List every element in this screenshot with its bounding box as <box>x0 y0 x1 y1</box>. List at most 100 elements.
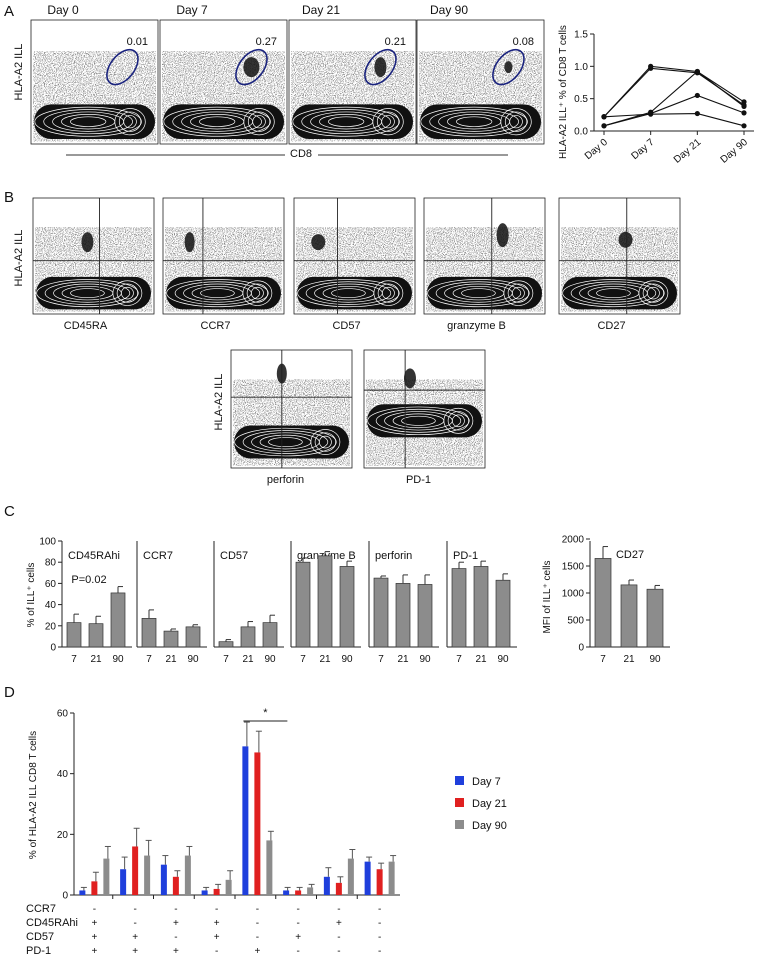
d-bar-day-7 <box>120 869 127 895</box>
c-bar <box>141 618 157 648</box>
line-point <box>648 65 654 71</box>
d-bar-day-90 <box>225 879 232 895</box>
d-bar-day-7 <box>201 890 208 895</box>
contour-line <box>642 283 665 303</box>
gate-ellipse <box>492 48 525 86</box>
specific-cluster <box>496 223 509 248</box>
specific-cluster <box>403 368 416 389</box>
contour-line <box>292 106 400 137</box>
contour-line <box>461 288 496 299</box>
d-marker-sign: - <box>337 932 340 943</box>
contour-line <box>331 288 366 299</box>
contour-line <box>500 108 532 136</box>
contour-line <box>166 279 269 308</box>
contour-line <box>44 281 131 305</box>
panel-d-bar-chart: % of HLA-A2 ILL CD8 T cells * 0 20 40 60 - + +… <box>26 707 507 957</box>
contour-line <box>163 106 271 137</box>
c-bar <box>295 561 311 648</box>
panel-a-y-label: HLA-A2 ILL <box>13 44 25 101</box>
panel-c-bar-charts: % of ILL⁺ cells MFI of ILL⁺ cells CD27 0… <box>26 535 670 665</box>
line-series-4 <box>603 94 745 127</box>
c-x-tick-label: 7 <box>71 654 77 665</box>
contour-line <box>427 279 530 308</box>
d-row-label: CD45RAhi <box>26 917 78 929</box>
cd27-x-tick-label: 90 <box>649 654 661 665</box>
panel-c-cd27-y-label: MFI of ILL⁺ cells <box>542 560 553 633</box>
d-marker-sign: + <box>295 932 301 943</box>
d-bar-day-90 <box>184 855 191 895</box>
contour-line <box>112 280 143 306</box>
d-marker-sign: - <box>215 946 218 957</box>
d-marker-sign: - <box>256 918 259 929</box>
contour-line <box>570 281 657 305</box>
contour-line <box>234 427 337 457</box>
contour-line <box>250 286 264 300</box>
line-point <box>741 123 747 129</box>
plot-frame <box>162 197 285 315</box>
cd27-bar <box>620 584 638 648</box>
c-bar <box>451 568 467 648</box>
d-marker-sign: - <box>378 946 381 957</box>
d-bar-day-21 <box>91 881 98 895</box>
specific-cluster <box>184 232 195 253</box>
plot-frame <box>423 197 546 315</box>
line-point <box>601 123 607 129</box>
c-bar <box>88 623 104 648</box>
cd27-y-tick-label: 1000 <box>562 589 585 600</box>
contour-line <box>34 106 142 137</box>
d-marker-sign: - <box>174 904 177 915</box>
panel-a-flow-plots: Day 0 0.01 Day 7 0.27 Day 21 0.21 Day 90 0.08 <box>30 3 545 145</box>
contour-line <box>200 288 235 299</box>
line-point <box>694 110 700 117</box>
c-subplot-title: perforin <box>375 550 412 562</box>
panel-c-cd27-title: CD27 <box>616 549 644 561</box>
plot-frame <box>230 349 353 469</box>
line-chart-y-tick-label: 0.5 <box>574 94 588 105</box>
flow-plot-x-label: perforin <box>267 474 304 486</box>
c-bar <box>495 579 511 648</box>
d-y-tick-label: 20 <box>57 830 69 841</box>
panel-b-letter: B <box>4 189 14 206</box>
panel-b-flow-plots: CD45RA CCR7 CD57 granzyme B CD27 perforin PD-1 <box>32 197 681 486</box>
contour-line <box>70 116 107 127</box>
contour-line <box>447 411 470 431</box>
contour-line <box>268 437 303 448</box>
contour-line <box>375 408 462 433</box>
contour-line <box>638 280 669 306</box>
panel-b-y-label-row1: HLA-A2 ILL <box>13 230 25 287</box>
c-x-tick-label: 90 <box>187 654 199 665</box>
contour-line <box>503 280 534 306</box>
d-row-label: PD-1 <box>26 945 51 957</box>
specific-cluster <box>81 232 94 253</box>
d-y-tick-label: 40 <box>57 769 69 780</box>
line-chart-y-tick-label: 0.0 <box>574 127 588 138</box>
contour-line <box>174 281 261 305</box>
d-bar-day-7 <box>323 876 330 895</box>
line-chart-x-tick-label: Day 0 <box>583 137 610 162</box>
c-y-tick-label: 60 <box>45 579 57 590</box>
c-bar <box>185 626 201 648</box>
d-bar-day-7 <box>160 864 167 895</box>
line-chart-x-tick-label: Day 21 <box>672 137 704 166</box>
c-x-tick-label: 90 <box>419 654 431 665</box>
d-marker-sign: + <box>214 932 220 943</box>
c-bar <box>218 641 234 648</box>
gate-ellipse <box>235 48 268 86</box>
line-series-3 <box>603 70 745 127</box>
flow-plot-day-0: Day 0 0.01 <box>30 3 159 145</box>
contour-line <box>310 429 341 455</box>
contour-line <box>70 288 105 299</box>
c-bar <box>417 584 433 648</box>
contour-line <box>297 279 400 308</box>
d-marker-sign: + <box>173 946 179 957</box>
c-bar <box>339 566 355 648</box>
d-marker-sign: + <box>91 946 97 957</box>
d-marker-sign: + <box>254 946 260 957</box>
contour-line <box>243 108 275 136</box>
d-marker-sign: + <box>132 932 138 943</box>
d-marker-sign: - <box>133 904 136 915</box>
plot-frame <box>30 19 159 145</box>
flow-plot-x-label: PD-1 <box>406 474 431 486</box>
c-bar <box>163 630 179 648</box>
panel-b-y-label-row2: HLA-A2 ILL <box>213 374 225 431</box>
